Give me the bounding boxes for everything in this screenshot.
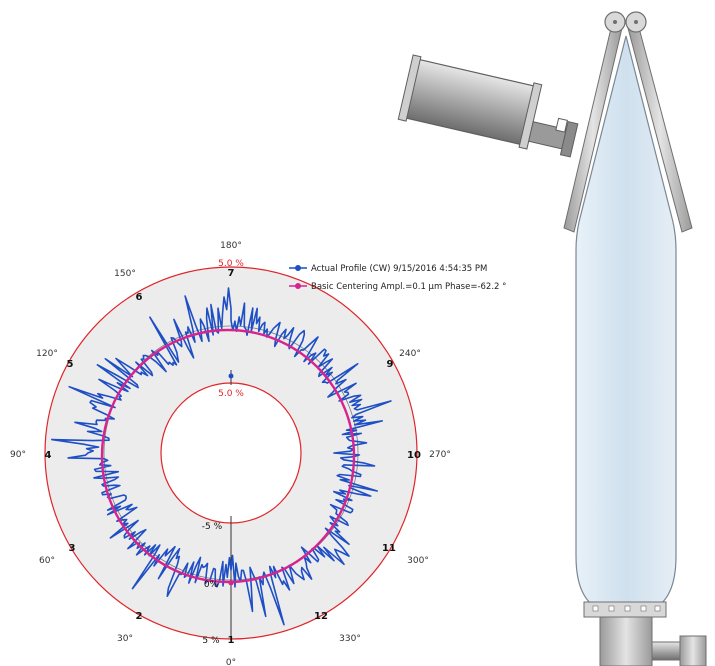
angle-label-60: 60° bbox=[39, 556, 55, 566]
flange-bolt-4 bbox=[640, 605, 647, 612]
angle-label-240: 240° bbox=[399, 349, 421, 359]
sensor-housing bbox=[402, 58, 538, 146]
sector-number-4: 4 bbox=[45, 450, 52, 461]
angle-label-270: 270° bbox=[429, 450, 451, 460]
sector-number-2: 2 bbox=[136, 611, 143, 622]
right-pulley-hub bbox=[634, 20, 638, 24]
sensor-unit bbox=[397, 54, 579, 158]
sector-number-7: 7 bbox=[228, 268, 235, 279]
outlet-flange bbox=[679, 635, 707, 666]
basic-centering-circle bbox=[100, 328, 356, 584]
angle-label-90: 90° bbox=[10, 450, 26, 460]
legend-basic-centering-text: Basic Centering Ampl.=0.1 μm Phase=-62.2… bbox=[311, 282, 506, 292]
inner-ring-label: 5.0 % bbox=[218, 389, 244, 399]
legend-actual-swatch-dot bbox=[295, 265, 301, 271]
angle-label-330: 330° bbox=[339, 634, 361, 644]
vessel-illustration bbox=[397, 11, 707, 666]
angle-label-0: 0° bbox=[226, 658, 236, 666]
sector-number-10: 10 bbox=[407, 450, 421, 461]
sector-number-1: 1 bbox=[228, 635, 235, 646]
angle-label-300: 300° bbox=[407, 556, 429, 566]
actual-profile-line bbox=[51, 287, 392, 626]
angle-label-150: 150° bbox=[114, 269, 136, 279]
five-percent-bottom-label: 5 % bbox=[202, 636, 220, 646]
centering-marker-bottom bbox=[228, 580, 234, 586]
angle-label-30: 30° bbox=[117, 634, 133, 644]
left-pulley-hub bbox=[613, 20, 617, 24]
outer-ring-label: 5.0 % bbox=[218, 259, 244, 269]
flange-bolt-3 bbox=[624, 605, 631, 612]
sector-number-6: 6 bbox=[136, 292, 143, 303]
flange-bolt-5 bbox=[654, 605, 661, 612]
angle-label-120: 120° bbox=[36, 349, 58, 359]
sector-number-3: 3 bbox=[69, 543, 76, 554]
sensor-end-cap-left bbox=[397, 54, 422, 122]
bottom-column bbox=[599, 616, 653, 666]
sector-number-12: 12 bbox=[314, 611, 328, 622]
inner-hole bbox=[161, 383, 301, 523]
angle-label-180: 180° bbox=[220, 241, 242, 251]
sector-number-9: 9 bbox=[387, 359, 394, 370]
flange-bolt-2 bbox=[608, 605, 615, 612]
polar-profile-chart: 180° 150° 120° 90° 60° 30° 0° 330° 300° … bbox=[10, 241, 506, 666]
zero-percent-label: 0% bbox=[204, 580, 219, 590]
legend-centering-swatch-dot bbox=[295, 283, 301, 289]
outlet-pipe bbox=[651, 641, 683, 661]
flange-bolt-1 bbox=[592, 605, 599, 612]
sector-number-5: 5 bbox=[67, 359, 74, 370]
sensor-probe bbox=[555, 117, 568, 133]
legend-actual-profile-text: Actual Profile (CW) 9/15/2016 4:54:35 PM bbox=[311, 264, 487, 274]
sensor-mount-plate bbox=[559, 120, 579, 158]
sector-number-11: 11 bbox=[382, 543, 396, 554]
minus-five-percent-label: -5 % bbox=[202, 522, 223, 532]
sensor-end-cap-right bbox=[518, 82, 543, 150]
chart-legend: Actual Profile (CW) 9/15/2016 4:54:35 PM… bbox=[289, 264, 506, 292]
centering-marker bbox=[228, 373, 234, 379]
